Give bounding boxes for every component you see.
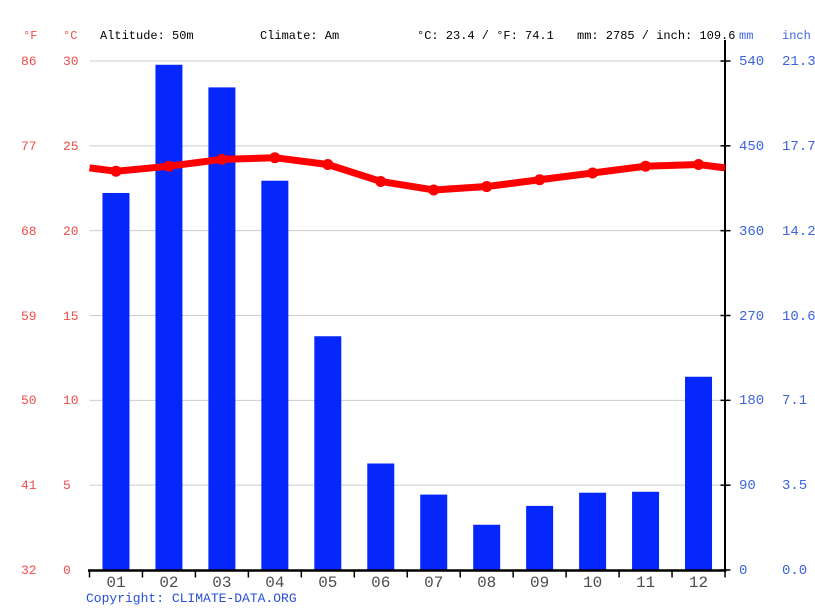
precipitation-bar — [208, 87, 236, 571]
climate-label: Climate: Am — [260, 29, 340, 43]
fahrenheit-tick-label: 77 — [21, 138, 37, 154]
celsius-tick-label: 15 — [63, 308, 79, 324]
temperature-point — [428, 184, 440, 196]
precipitation-bar — [261, 180, 289, 570]
celsius-unit-label: °C — [63, 29, 78, 43]
inch-tick-label: 0.0 — [782, 563, 808, 579]
temperature-point — [587, 167, 599, 179]
month-label: 06 — [371, 574, 391, 592]
mm-tick-label: 90 — [739, 478, 756, 495]
mm-tick-label: 180 — [739, 393, 765, 410]
inch-tick-label: 3.5 — [782, 478, 808, 495]
temperature-line — [89, 154, 726, 194]
month-label: 08 — [477, 574, 497, 592]
temperature-point — [322, 158, 334, 170]
inch-tick-label: 14.2 — [782, 223, 815, 240]
temperature-point — [375, 175, 387, 187]
precipitation-bar — [579, 492, 607, 570]
precipitation-bar — [473, 524, 501, 570]
mm-tick-label: 270 — [739, 308, 765, 325]
mm-unit-label: mm — [739, 29, 754, 43]
fahrenheit-tick-label: 59 — [21, 308, 37, 324]
temperature-summary: °C: 23.4 / °F: 74.1 — [417, 29, 554, 43]
copyright-link[interactable]: CLIMATE-DATA.ORG — [171, 591, 297, 606]
precipitation-bar — [685, 376, 713, 570]
precipitation-summary: mm: 2785 / inch: 109.6 — [577, 29, 736, 43]
temperature-point — [163, 160, 175, 172]
celsius-tick-label: 25 — [63, 138, 79, 154]
month-label: 05 — [318, 574, 338, 592]
month-label: 01 — [106, 574, 126, 592]
temperature-point — [481, 181, 493, 193]
month-label: 07 — [424, 574, 444, 592]
month-label: 02 — [159, 574, 179, 592]
inch-tick-label: 17.7 — [782, 138, 815, 155]
inch-unit-label: inch — [782, 29, 811, 43]
month-label: 10 — [582, 574, 603, 592]
precipitation-bar — [102, 192, 130, 571]
celsius-tick-label: 0 — [63, 563, 71, 578]
fahrenheit-tick-label: 86 — [21, 54, 37, 69]
celsius-tick-label: 30 — [63, 54, 79, 69]
month-label: 04 — [265, 574, 285, 592]
temperature-point — [640, 160, 652, 172]
precipitation-bar — [155, 64, 183, 570]
fahrenheit-unit-label: °F — [23, 29, 38, 43]
temperature-point — [269, 152, 281, 164]
precipitation-bar — [632, 491, 660, 570]
fahrenheit-tick-label: 68 — [21, 223, 37, 239]
temperature-point — [693, 158, 705, 170]
temperature-point — [110, 165, 122, 177]
mm-tick-label: 0 — [739, 563, 748, 579]
celsius-tick-label: 10 — [63, 393, 79, 409]
inch-tick-label: 7.1 — [782, 393, 808, 410]
copyright: Copyright: CLIMATE-DATA.ORG — [86, 592, 297, 605]
precipitation-bar — [367, 463, 395, 570]
temperature-point — [216, 153, 228, 165]
inch-tick-label: 10.6 — [782, 308, 815, 325]
altitude-label: Altitude: 50m — [100, 29, 194, 43]
fahrenheit-tick-label: 41 — [21, 478, 37, 494]
temperature-point — [534, 174, 546, 186]
month-label: 11 — [635, 574, 656, 592]
mm-tick-label: 450 — [739, 138, 765, 155]
month-label: 12 — [688, 574, 709, 592]
fahrenheit-tick-label: 32 — [21, 563, 37, 578]
month-label: 03 — [212, 574, 232, 592]
celsius-tick-label: 20 — [63, 223, 79, 239]
precipitation-bar — [420, 494, 448, 570]
mm-tick-label: 360 — [739, 223, 765, 240]
copyright-label: Copyright: — [86, 591, 172, 606]
precipitation-bar — [526, 505, 554, 570]
month-label: 09 — [530, 574, 550, 592]
fahrenheit-tick-label: 50 — [21, 393, 37, 409]
mm-tick-label: 540 — [739, 54, 765, 70]
inch-tick-label: 21.3 — [782, 54, 815, 70]
celsius-tick-label: 5 — [63, 478, 71, 494]
precipitation-bar — [314, 336, 342, 570]
